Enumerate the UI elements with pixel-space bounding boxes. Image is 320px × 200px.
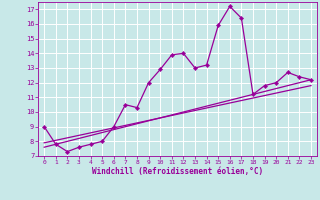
X-axis label: Windchill (Refroidissement éolien,°C): Windchill (Refroidissement éolien,°C): [92, 167, 263, 176]
